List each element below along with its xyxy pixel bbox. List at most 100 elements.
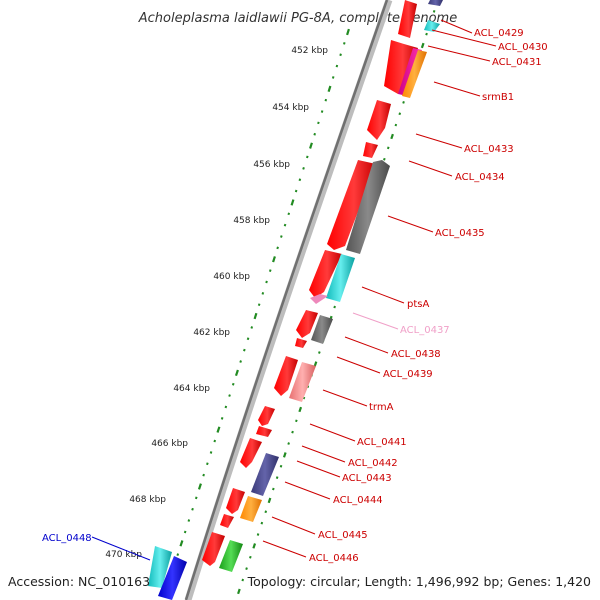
leader-line <box>344 336 389 354</box>
gene-label[interactable]: ACL_0433 <box>464 144 514 155</box>
scale-dot <box>302 166 305 170</box>
scale-dot <box>213 439 217 443</box>
scale-label: 454 kbp <box>272 103 309 113</box>
leader-line <box>296 460 341 478</box>
scale-dot <box>432 9 436 13</box>
leader-line <box>361 286 405 304</box>
gene-arrow[interactable] <box>258 406 275 426</box>
scale-dot <box>261 291 265 295</box>
scale-dot <box>324 98 328 102</box>
gene-arrow[interactable] <box>240 496 262 522</box>
gene-arrow[interactable] <box>327 160 376 250</box>
gene-arrow[interactable] <box>220 514 234 528</box>
gene-arrow[interactable] <box>309 250 342 298</box>
gene-arrow[interactable] <box>296 310 318 338</box>
gene-label[interactable]: ACL_0437 <box>400 325 450 336</box>
scale-label: 458 kbp <box>233 216 270 226</box>
leader-line <box>322 389 368 407</box>
gene-arrow[interactable] <box>398 0 417 38</box>
genome-backbone <box>184 0 393 600</box>
scale-dot <box>224 405 228 409</box>
scale-dot <box>283 223 287 227</box>
gene-arrow[interactable] <box>428 0 443 6</box>
gene-arrow[interactable] <box>310 294 328 304</box>
genome-backbone-edge <box>184 0 389 600</box>
leader-line <box>271 516 316 535</box>
gene-arrow[interactable] <box>202 532 225 566</box>
gene-arrow[interactable] <box>226 488 245 514</box>
gene-label[interactable]: ACL_0429 <box>474 28 524 39</box>
scale-major-tick <box>390 133 394 140</box>
gene-label[interactable]: ACL_0442 <box>348 458 398 469</box>
gene-label[interactable]: ACL_0445 <box>318 530 368 541</box>
scale-major-tick <box>298 406 303 413</box>
accession-text: Accession: NC_010163 <box>8 574 150 589</box>
scale-dot <box>386 146 390 150</box>
scale-dot <box>383 157 386 161</box>
gene-arrow[interactable] <box>274 356 298 396</box>
scale-major-tick <box>197 483 202 490</box>
scale-label: 456 kbp <box>253 160 290 170</box>
gene-label[interactable]: ptsA <box>407 299 429 310</box>
gene-arrow[interactable] <box>363 142 378 158</box>
gene-label[interactable]: ACL_0435 <box>435 228 485 239</box>
scale-dot <box>333 305 336 309</box>
gene-label[interactable]: trmA <box>369 402 394 413</box>
gene-arrow[interactable] <box>295 338 307 348</box>
gene-arrow[interactable] <box>384 40 418 94</box>
gene-arrow[interactable] <box>289 362 316 402</box>
gene-arrow[interactable] <box>240 438 262 468</box>
leader-line <box>433 81 481 97</box>
scale-major-tick <box>267 497 272 504</box>
scale-dot <box>257 303 261 307</box>
gene-arrow[interactable] <box>367 100 391 140</box>
gene-arrow[interactable] <box>148 546 172 588</box>
gene-arrow[interactable] <box>424 20 440 32</box>
scale-dot <box>291 430 294 434</box>
leader-line <box>415 133 463 149</box>
scale-major-tick <box>234 369 239 377</box>
scale-dot <box>331 76 335 79</box>
leader-line <box>336 356 381 374</box>
gene-label[interactable]: ACL_0434 <box>455 172 505 183</box>
gene-arrow[interactable] <box>346 160 390 254</box>
scale-dot <box>276 246 279 250</box>
leader-line <box>91 536 151 561</box>
scale-dot <box>306 155 309 159</box>
gene-label[interactable]: ACL_0441 <box>357 437 407 448</box>
gene-arrow[interactable] <box>219 540 243 572</box>
gene-arrow[interactable] <box>251 453 279 496</box>
leader-line <box>352 312 399 330</box>
summary-text: Topology: circular; Length: 1,496,992 bp… <box>247 574 591 589</box>
gene-label[interactable]: ACL_0439 <box>383 369 433 380</box>
gene-label[interactable]: ACL_0430 <box>498 42 548 53</box>
scale-dot <box>425 32 428 36</box>
scale-major-tick <box>179 540 184 547</box>
gene-arrow[interactable] <box>402 50 427 98</box>
gene-label[interactable]: ACL_0446 <box>309 553 359 564</box>
scale-dot <box>187 519 191 522</box>
gene-label[interactable]: ACL_0443 <box>342 473 392 484</box>
scale-major-tick <box>290 199 295 206</box>
gene-label[interactable]: ACL_0448 <box>42 533 92 544</box>
gene-label[interactable]: ACL_0431 <box>492 57 542 68</box>
gene-label[interactable]: ACL_0444 <box>333 495 383 506</box>
scale-dot <box>313 132 316 136</box>
gene-label[interactable]: srmB1 <box>482 92 514 103</box>
scale-major-tick <box>346 28 350 36</box>
gene-arrow[interactable] <box>256 426 272 437</box>
scale-labels: 452 kbp 454 kbp 456 kbp 458 kbp 460 kbp … <box>105 46 328 560</box>
scale-major-tick <box>327 85 332 93</box>
scale-dot <box>302 396 306 400</box>
gene-label[interactable]: ACL_0438 <box>391 349 441 360</box>
gene-arrow[interactable] <box>311 315 333 344</box>
scale-major-tick <box>282 452 287 458</box>
gene-arrow[interactable] <box>158 556 187 600</box>
leader-line <box>284 481 331 500</box>
map-title: Acholeplasma laidlawii PG-8A, complete g… <box>138 11 457 26</box>
scale-dot <box>183 530 187 534</box>
scale-label: 452 kbp <box>291 46 328 56</box>
forward-strand-genes <box>202 0 418 566</box>
gene-arrow[interactable] <box>326 254 355 302</box>
